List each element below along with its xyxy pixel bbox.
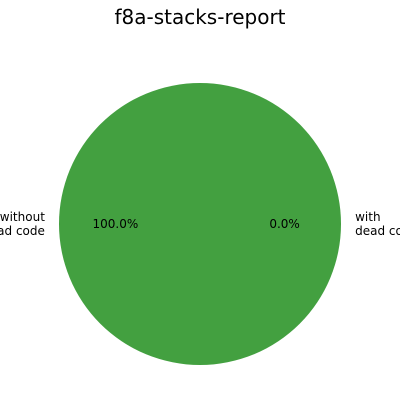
pie-slice-1-label-line: dead code — [355, 224, 400, 238]
pie-slice-1-label-line: with — [355, 210, 380, 224]
pie-slice-0-label-line: without — [0, 210, 45, 224]
chart-title: f8a-stacks-report — [114, 5, 285, 29]
pie-slice-0-percent: 100.0% — [93, 217, 139, 231]
pie-slice-0-label-line: dead code — [0, 224, 45, 238]
pie-slices — [59, 83, 341, 365]
pie-slice-0-label: withoutdead code — [0, 210, 45, 238]
pie-slice-0 — [59, 83, 341, 365]
pie-slice-1-percent: 0.0% — [269, 217, 300, 231]
